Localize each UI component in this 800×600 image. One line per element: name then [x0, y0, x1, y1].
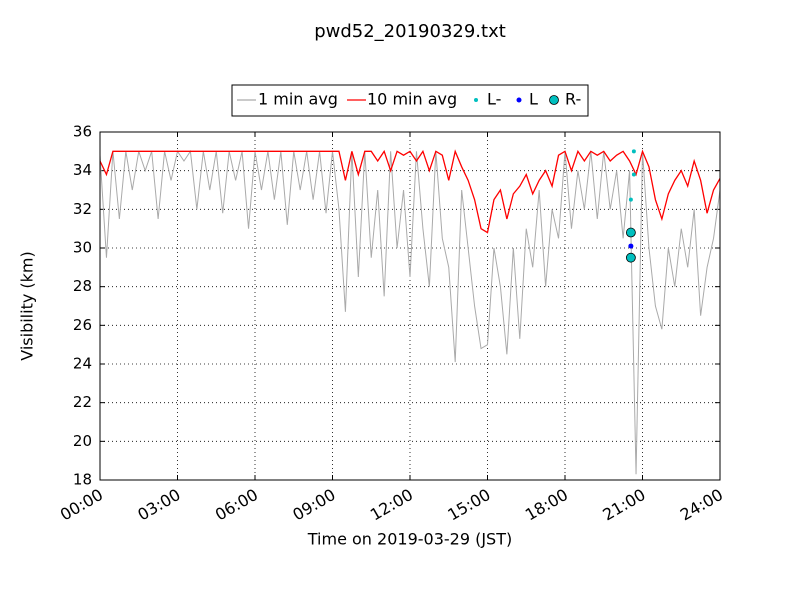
x-axis-label: Time on 2019-03-29 (JST) — [307, 530, 512, 549]
x-tick-label: 09:00 — [289, 485, 338, 525]
series-point — [625, 227, 636, 238]
series-point — [625, 252, 636, 263]
legend-label: 10 min avg — [367, 90, 457, 109]
x-tick-label: 03:00 — [134, 485, 183, 525]
y-tick-label: 28 — [73, 277, 92, 295]
series-point — [628, 197, 633, 202]
x-tick-label: 06:00 — [212, 485, 261, 525]
y-axis-label: Visibility (km) — [18, 251, 37, 360]
y-tick-label: 22 — [73, 393, 92, 411]
series-point — [631, 149, 636, 154]
chart-title: pwd52_20190329.txt — [314, 21, 506, 42]
y-tick-label: 20 — [73, 432, 92, 450]
x-tick-label: 21:00 — [599, 485, 648, 525]
legend-marker — [516, 97, 522, 103]
x-tick-label: 00:00 — [57, 485, 106, 525]
legend: 1 min avg 10 min avg L- L R- — [231, 84, 589, 117]
y-tick-label: 24 — [73, 355, 92, 373]
legend-marker — [474, 98, 478, 102]
series-line — [99, 149, 721, 234]
legend-label: 1 min avg — [258, 90, 338, 109]
y-tick-label: 26 — [73, 316, 92, 334]
legend-label: R- — [565, 90, 581, 109]
y-tick-label: 34 — [73, 161, 92, 179]
legend-box — [231, 84, 589, 117]
y-tick-label: 36 — [73, 123, 92, 141]
x-tick-label: 18:00 — [522, 485, 571, 525]
x-tick-label: 24:00 — [677, 485, 726, 525]
series-point — [631, 172, 636, 177]
x-tick-label: 15:00 — [444, 485, 493, 525]
plot-frame — [99, 131, 721, 481]
y-tick-label: 18 — [73, 471, 92, 489]
y-tick-label: 30 — [73, 239, 92, 257]
legend-marker — [549, 95, 559, 105]
series-point — [628, 243, 634, 249]
y-tick-label: 32 — [73, 200, 92, 218]
legend-label: L — [529, 90, 538, 109]
x-tick-label: 12:00 — [367, 485, 416, 525]
legend-label: L- — [487, 90, 501, 109]
